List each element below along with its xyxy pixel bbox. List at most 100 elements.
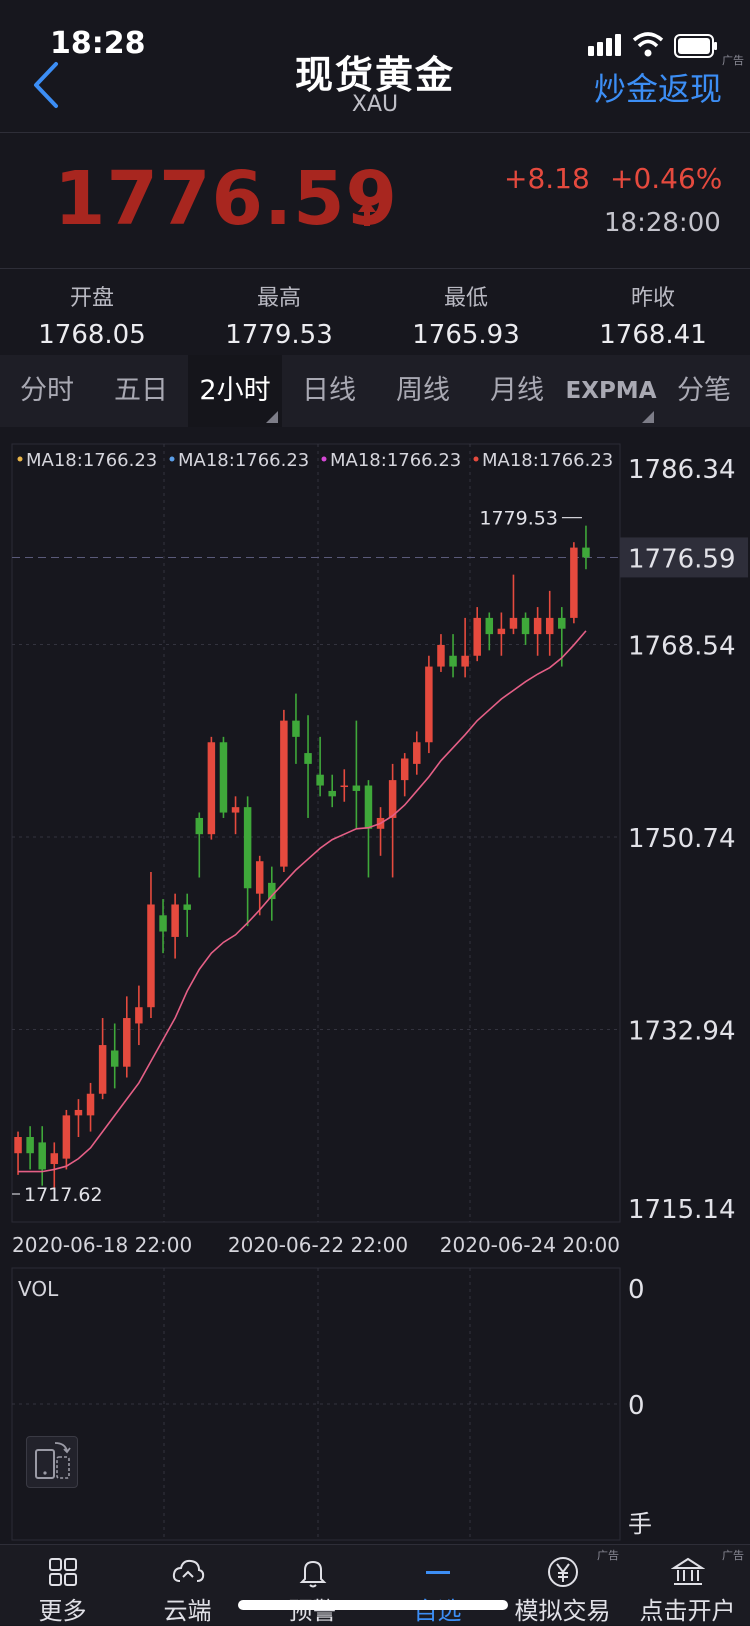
nav-label: 模拟交易 bbox=[514, 1597, 611, 1625]
candle-body bbox=[400, 758, 409, 781]
tab-label: 分笔 bbox=[677, 375, 731, 406]
candle-body bbox=[497, 628, 506, 635]
candlestick-chart[interactable]: 1786.34 1768.54 1750.74 1732.94 1715.14 MA18:… bbox=[0, 436, 750, 1256]
candle-body bbox=[147, 904, 155, 1008]
candle-body bbox=[437, 644, 445, 667]
candle-body bbox=[98, 1045, 107, 1094]
rotate-screen-button[interactable] bbox=[26, 1436, 78, 1488]
candle-body bbox=[582, 547, 590, 558]
header-divider bbox=[0, 132, 750, 133]
nav-alert[interactable]: 预警 bbox=[250, 1545, 375, 1625]
candle-body bbox=[316, 774, 324, 786]
volume-chart: VOL 0 0 手 bbox=[11, 1267, 652, 1541]
candle-body bbox=[74, 1109, 83, 1116]
candle-body bbox=[509, 617, 518, 629]
tab-label: 五日 bbox=[114, 375, 168, 406]
stat-value: 1765.93 bbox=[412, 320, 520, 350]
tab-ticks[interactable]: 分笔 bbox=[658, 355, 750, 427]
legend-dot bbox=[473, 456, 479, 462]
legend-dot bbox=[321, 456, 327, 462]
candle-body bbox=[558, 617, 566, 629]
candle-body bbox=[135, 1007, 143, 1024]
tab-label: EXPMA bbox=[565, 378, 657, 404]
legend-entry: MA18:1766.23 bbox=[330, 450, 461, 471]
candle-body bbox=[159, 915, 167, 932]
tab-daily[interactable]: 日线 bbox=[282, 355, 376, 427]
nav-demo-trading[interactable]: 广告 模拟交易 bbox=[500, 1545, 625, 1625]
candle-body bbox=[207, 742, 216, 835]
tab-label: 日线 bbox=[302, 375, 356, 406]
bottom-navigation: 更多 云端 预警 自选 广告 模拟交易 广告 点击开户 bbox=[0, 1544, 750, 1625]
page-subtitle: XAU bbox=[351, 92, 399, 117]
nav-watchlist[interactable]: 自选 bbox=[375, 1545, 500, 1625]
candle-body bbox=[461, 655, 469, 667]
nav-label: 点击开户 bbox=[639, 1597, 736, 1625]
tab-label: 周线 bbox=[396, 375, 450, 406]
tab-five-day[interactable]: 五日 bbox=[94, 355, 188, 427]
legend-entry: MA18:1766.23 bbox=[26, 450, 157, 471]
legend-dot bbox=[169, 456, 175, 462]
candle-body bbox=[388, 780, 397, 818]
candle-body bbox=[219, 742, 228, 813]
tab-label: 分时 bbox=[20, 375, 74, 406]
stat-high: 最高 1779.53 bbox=[204, 280, 354, 350]
back-button[interactable] bbox=[28, 58, 68, 112]
candle-body bbox=[268, 882, 276, 900]
price-change-percent: +0.46% bbox=[610, 162, 723, 195]
ad-tag: 广告 bbox=[722, 1549, 744, 1562]
y-tick-label: 1750.74 bbox=[628, 824, 736, 854]
candle-body bbox=[449, 655, 457, 667]
tab-label: 月线 bbox=[490, 375, 544, 406]
candle-body bbox=[14, 1136, 22, 1154]
stat-value: 1768.41 bbox=[599, 320, 707, 350]
plot-frame bbox=[11, 443, 621, 1223]
yen-coin-icon bbox=[547, 1557, 578, 1587]
dropdown-corner-icon bbox=[266, 411, 278, 423]
current-price-tag-bg bbox=[620, 537, 748, 578]
candle-body bbox=[123, 1018, 131, 1067]
quote-divider bbox=[0, 268, 750, 269]
nav-open-account[interactable]: 广告 点击开户 bbox=[625, 1545, 750, 1625]
volume-unit: 手 bbox=[628, 1510, 652, 1538]
stat-label: 开盘 bbox=[69, 286, 114, 311]
cellular-signal-icon bbox=[588, 34, 621, 56]
candle-body bbox=[86, 1093, 95, 1116]
wifi-icon bbox=[632, 32, 664, 57]
price-up-arrow-icon bbox=[358, 200, 376, 226]
y-tick-label: 1786.34 bbox=[628, 455, 736, 485]
volume-y-tick: 0 bbox=[628, 1275, 645, 1305]
stat-value: 1779.53 bbox=[225, 320, 333, 350]
tab-two-hour[interactable]: 2小时 bbox=[188, 355, 282, 427]
stat-label: 最高 bbox=[256, 286, 301, 311]
candle-body bbox=[545, 617, 554, 635]
ad-tag: 广告 bbox=[722, 54, 744, 67]
candle-body bbox=[38, 1142, 46, 1170]
candle-body bbox=[183, 904, 191, 910]
bell-icon bbox=[299, 1560, 326, 1588]
stat-prev-close: 昨收 1768.41 bbox=[578, 280, 728, 350]
y-tick-label: 1768.54 bbox=[628, 632, 736, 662]
nav-label: 更多 bbox=[38, 1597, 87, 1625]
tab-weekly[interactable]: 周线 bbox=[376, 355, 470, 427]
x-tick-label: 2020-06-24 20:00 bbox=[440, 1233, 620, 1256]
tab-label: 2小时 bbox=[199, 375, 271, 406]
nav-more[interactable]: 更多 bbox=[0, 1545, 125, 1625]
candle-body bbox=[50, 1153, 59, 1165]
volume-label: VOL bbox=[18, 1277, 59, 1301]
nav-cloud[interactable]: 云端 bbox=[125, 1545, 250, 1625]
x-tick-label: 2020-06-18 22:00 bbox=[12, 1233, 192, 1256]
y-tick-label: 1732.94 bbox=[628, 1017, 736, 1047]
promo-link[interactable]: 炒金返现 bbox=[593, 70, 722, 108]
legend-entry: MA18:1766.23 bbox=[178, 450, 309, 471]
tab-intraday[interactable]: 分时 bbox=[0, 355, 94, 427]
candle-body bbox=[195, 817, 204, 835]
battery-icon bbox=[674, 34, 717, 58]
tab-indicator-expma[interactable]: EXPMA bbox=[564, 355, 658, 427]
stat-low: 最低 1765.93 bbox=[391, 280, 541, 350]
minus-icon bbox=[425, 1571, 450, 1574]
candle-body bbox=[292, 720, 300, 737]
dropdown-corner-icon bbox=[642, 411, 654, 423]
min-price-label: 1717.62 bbox=[24, 1184, 103, 1206]
candle-body bbox=[340, 785, 349, 788]
tab-monthly[interactable]: 月线 bbox=[470, 355, 564, 427]
